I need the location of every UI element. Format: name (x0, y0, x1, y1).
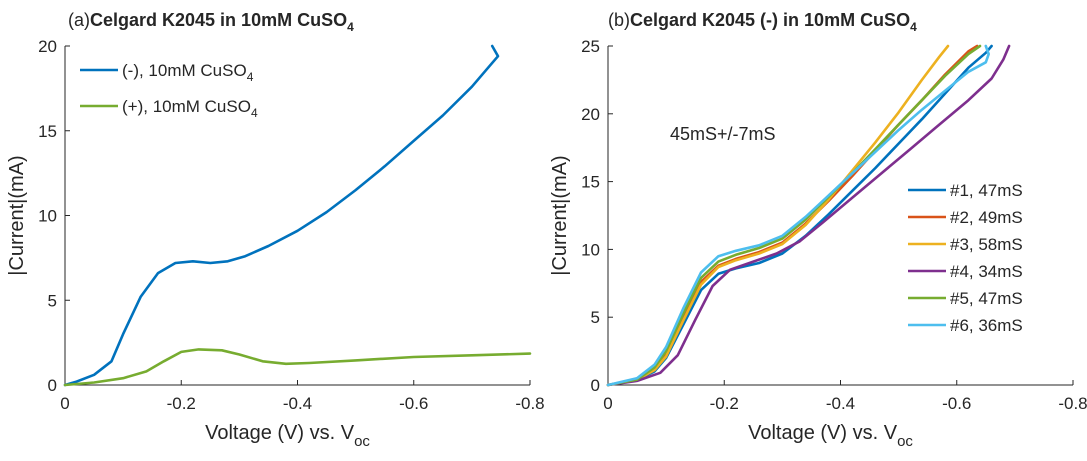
y-tick-label: 15 (581, 173, 600, 192)
series-line-1 (606, 44, 993, 387)
x-axis-label-subscript: oc (897, 433, 913, 450)
y-tick-label: 5 (48, 291, 57, 310)
legend-label-subscript: 4 (251, 106, 258, 120)
chart-b: 0 -0.2 -0.4 -0.6 -0.8 0 5 10 15 20 25 (b)Celgard K2… (549, 10, 1087, 450)
x-tick-label: -0.2 (167, 394, 196, 413)
legend-label-subscript: 4 (247, 70, 254, 84)
series-line-3 (606, 44, 950, 387)
x-tick-label: -0.6 (942, 394, 971, 413)
legend-label: #6, 36mS (950, 316, 1023, 335)
y-tick-label: 0 (591, 376, 600, 395)
title-subscript: 4 (910, 20, 917, 34)
legend-label: #4, 34mS (950, 262, 1023, 281)
legend-entry-6: #6, 36mS (950, 316, 1023, 335)
title-subscript: 4 (347, 20, 354, 34)
chart-title: (b)Celgard K2045 (-) in 10mM CuSO4 (608, 10, 917, 34)
series-line-6 (606, 44, 991, 387)
y-tick-label: 10 (581, 240, 600, 259)
legend-entry-1: (-), 10mM CuSO4 (122, 61, 254, 84)
legend-label: #2, 49mS (950, 208, 1023, 227)
x-tick-label: -0.2 (710, 394, 739, 413)
series-line-5 (606, 44, 982, 387)
legend-entry-2: #2, 49mS (950, 208, 1023, 227)
x-tick-label: -0.6 (399, 394, 428, 413)
series-line-2 (63, 348, 532, 387)
legend-entry-5: #5, 47mS (950, 289, 1023, 308)
legend-entry-1: #1, 47mS (950, 181, 1023, 200)
annotation: 45mS+/-7mS (670, 124, 776, 144)
x-tick-label: 0 (603, 394, 612, 413)
chart-a: 0 -0.2 -0.4 -0.6 -0.8 0 5 10 15 20 (a)Celgard K204… (6, 10, 545, 450)
y-tick-label: 25 (581, 37, 600, 56)
series-line-2 (606, 44, 979, 387)
y-axis-label: |Current|(mA) (6, 155, 28, 275)
y-tick-label: 5 (591, 308, 600, 327)
y-tick-label: 20 (38, 37, 57, 56)
title-text: Celgard K2045 (-) in 10mM CuSO (630, 10, 910, 30)
y-tick-label: 0 (48, 376, 57, 395)
x-tick-label: -0.4 (826, 394, 855, 413)
x-axis-label-text: Voltage (V) vs. V (748, 422, 898, 444)
x-tick-label: -0.8 (515, 394, 544, 413)
legend-label: (+), 10mM CuSO (122, 97, 251, 116)
legend-label: #1, 47mS (950, 181, 1023, 200)
legend-label: (-), 10mM CuSO (122, 61, 247, 80)
legend-entry-4: #4, 34mS (950, 262, 1023, 281)
title-text: Celgard K2045 in 10mM CuSO (90, 10, 347, 30)
x-axis-label: Voltage (V) vs. Voc (748, 422, 913, 450)
y-tick-label: 20 (581, 105, 600, 124)
title-prefix: (a) (68, 10, 90, 30)
x-axis-label: Voltage (V) vs. Voc (205, 422, 370, 450)
legend-label: #3, 58mS (950, 235, 1023, 254)
legend-label: #5, 47mS (950, 289, 1023, 308)
x-tick-label: 0 (60, 394, 69, 413)
y-tick-label: 10 (38, 207, 57, 226)
legend-entry-3: #3, 58mS (950, 235, 1023, 254)
series-line-1 (63, 44, 500, 387)
y-axis-label: |Current|(mA) (549, 155, 571, 275)
title-prefix: (b) (608, 10, 630, 30)
legend: (-), 10mM CuSO4(+), 10mM CuSO4 (80, 61, 258, 120)
legend-entry-2: (+), 10mM CuSO4 (122, 97, 258, 120)
chart-title: (a)Celgard K2045 in 10mM CuSO4 (68, 10, 354, 34)
x-tick-label: -0.8 (1058, 394, 1087, 413)
legend: #1, 47mS #2, 49mS #3, 58mS #4, 34mS #5, 47mS… (908, 181, 1023, 335)
x-axis-label-subscript: oc (354, 433, 370, 450)
y-tick-label: 15 (38, 122, 57, 141)
x-axis-label-text: Voltage (V) vs. V (205, 422, 355, 444)
x-tick-label: -0.4 (283, 394, 312, 413)
series-line-4 (606, 44, 1011, 387)
